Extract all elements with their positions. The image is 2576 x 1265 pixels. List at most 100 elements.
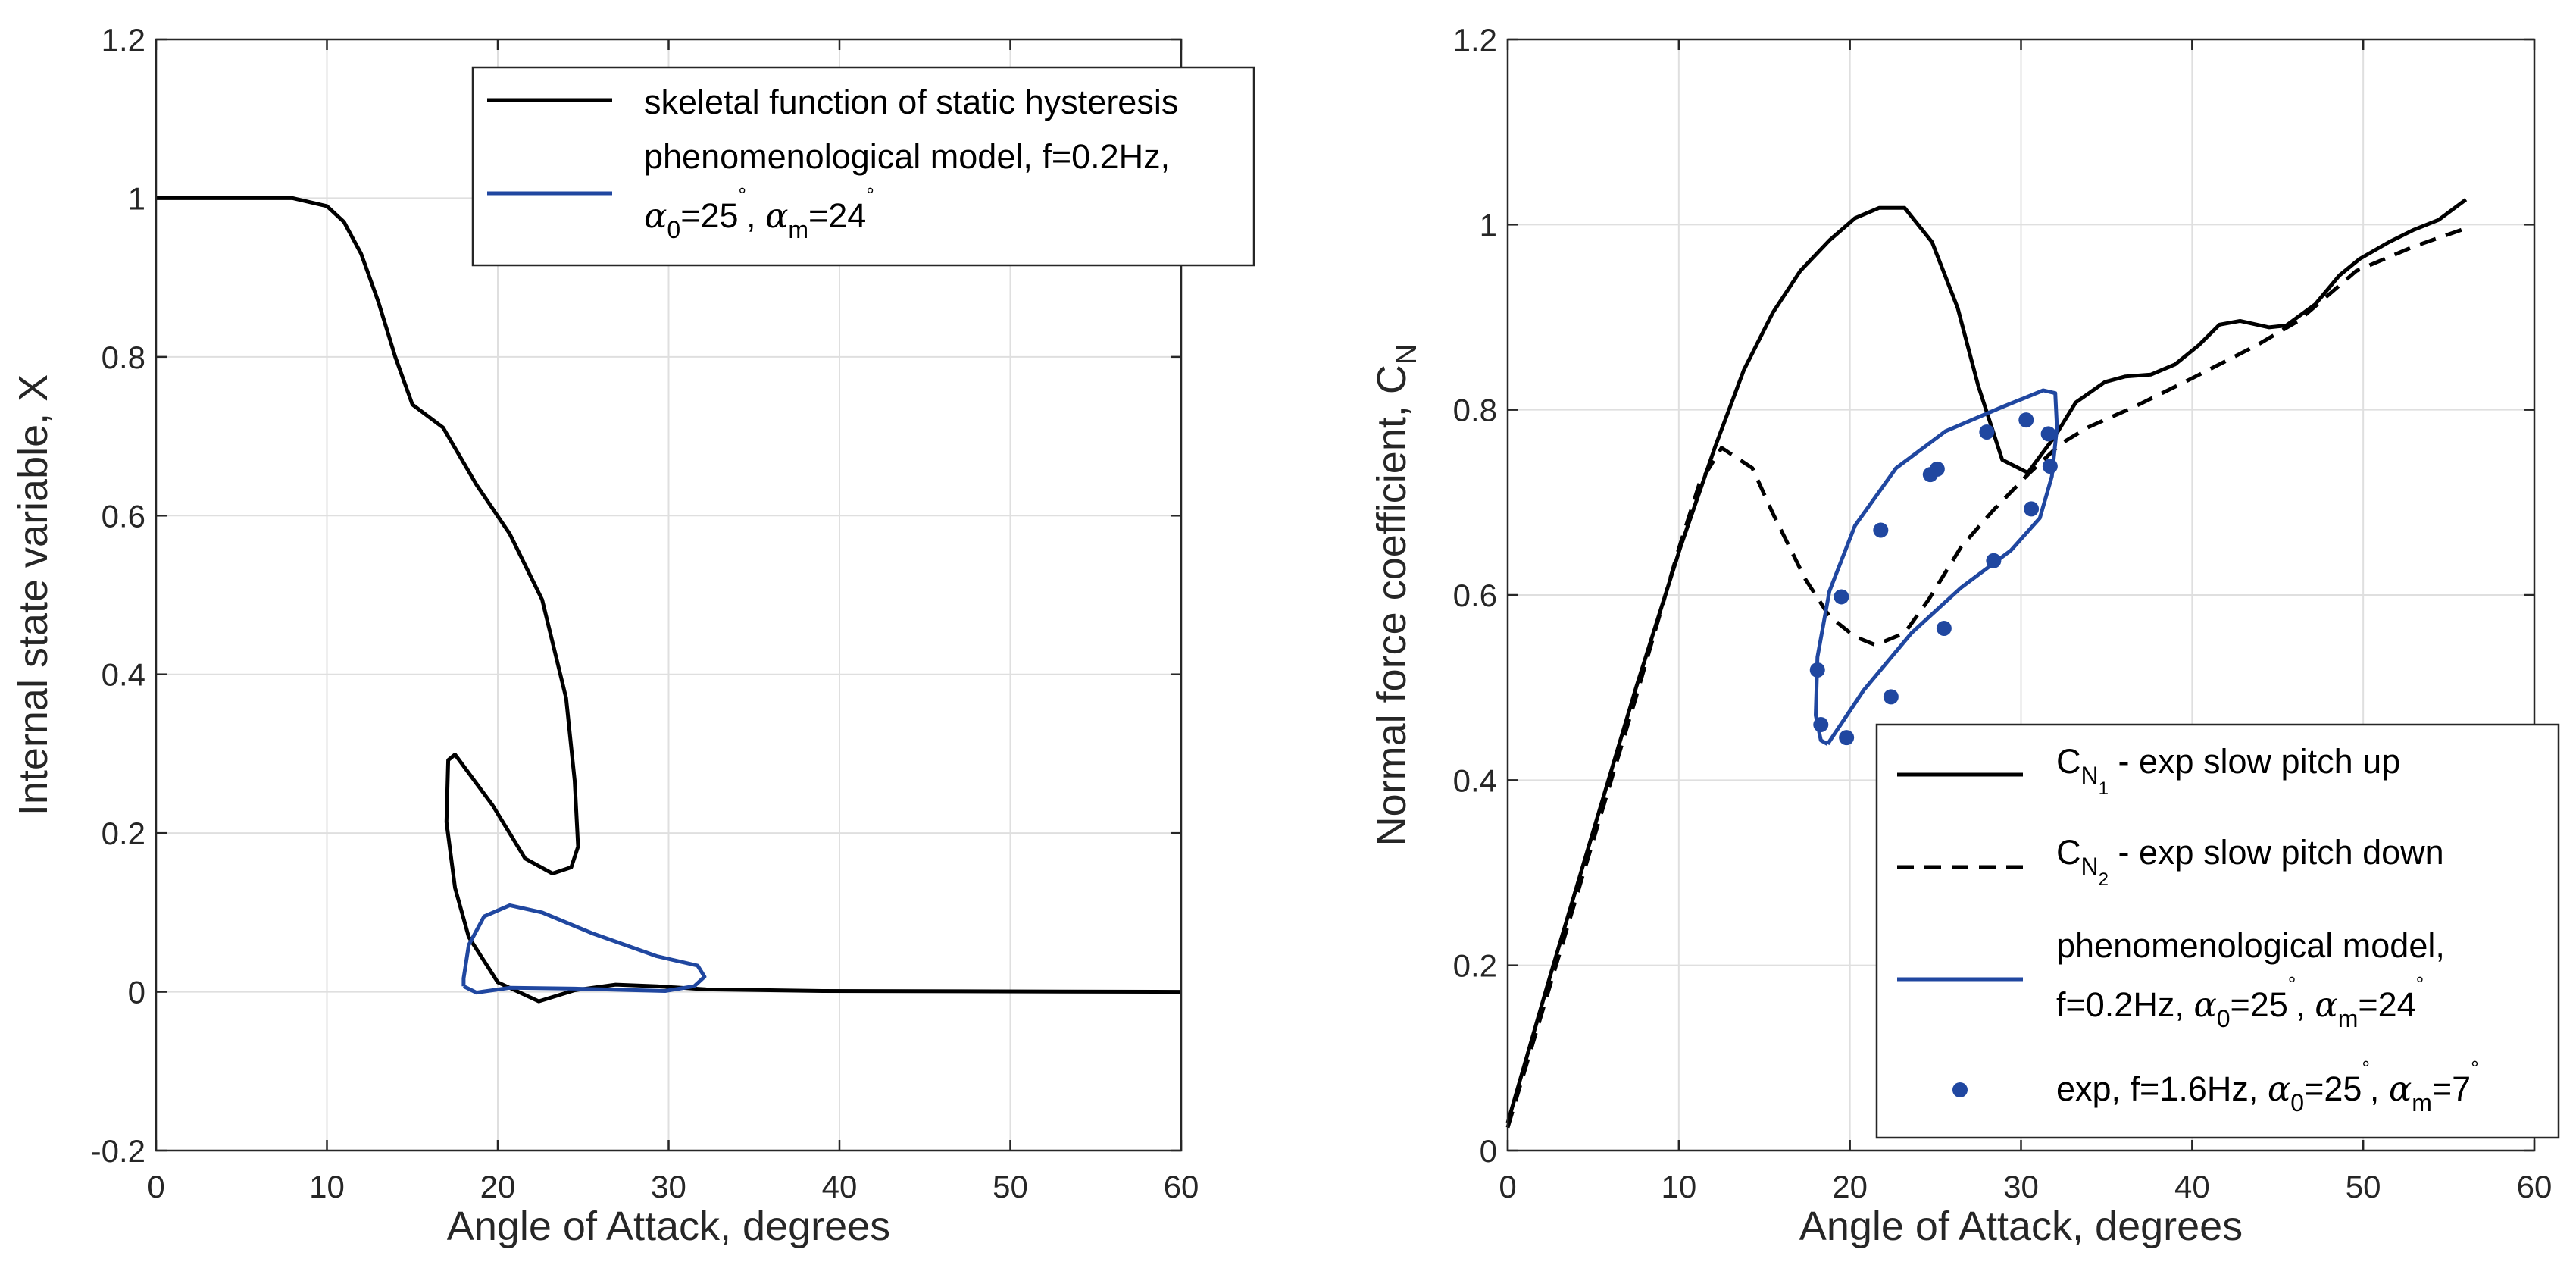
legend-text-segment: α: [2193, 985, 2216, 1025]
legend-text-segment: C: [2056, 742, 2081, 781]
legend-text-segment: C: [2056, 833, 2081, 872]
y-tick-label: 0: [128, 975, 145, 1010]
data-point: [1809, 662, 1825, 678]
y-tick-label: -0.2: [91, 1133, 145, 1169]
legend-entry-text: α0=25°, αm=24°: [644, 183, 874, 243]
legend-text-segment: m: [2412, 1089, 2432, 1116]
legend-text-segment: α: [644, 196, 667, 236]
x-tick-label: 30: [2003, 1169, 2039, 1204]
legend-text-segment: =7: [2432, 1069, 2471, 1108]
data-point: [1839, 730, 1855, 746]
legend-text-segment: ,: [746, 196, 765, 235]
legend-text-segment: f=0.2Hz,: [2056, 985, 2193, 1024]
legend-text-segment: exp, f=1.6Hz,: [2056, 1069, 2268, 1108]
legend-box: [1875, 723, 2560, 1139]
legend-text-segment: 2: [2099, 869, 2109, 890]
legend-text-segment: °: [2362, 1057, 2369, 1079]
x-tick-label: 40: [822, 1169, 858, 1204]
data-point: [2024, 501, 2040, 517]
legend-text-segment: phenomenological model, f=0.2Hz,: [644, 137, 1170, 176]
legend-text-segment: m: [2338, 1005, 2359, 1032]
legend-text-segment: skeletal function of static hysteresis: [644, 83, 1178, 121]
series-line-0: [1505, 198, 2468, 1123]
legend-text-segment: 1: [2099, 778, 2109, 799]
data-point: [1883, 689, 1899, 705]
legend-text-segment: phenomenological model,: [2056, 926, 2445, 965]
data-point: [1979, 424, 1995, 440]
legend-entry-text: phenomenological model,: [2056, 926, 2445, 965]
y-tick-label: 0.4: [102, 657, 145, 693]
x-tick-label: 10: [1661, 1169, 1696, 1204]
y-tick-label: 0.8: [1453, 393, 1497, 428]
axes-box: [155, 38, 1183, 1152]
legend-text-segment: ,: [2370, 1069, 2389, 1108]
y-tick-label: 0.2: [1453, 948, 1497, 984]
legend-text-segment: °: [2288, 972, 2296, 995]
x-tick-label: 10: [309, 1169, 345, 1204]
data-point: [1813, 717, 1829, 733]
series-line-1: [461, 903, 707, 995]
x-tick-label: 20: [480, 1169, 516, 1204]
y-tick-label: 0.6: [1453, 578, 1497, 613]
legend-text-segment: °: [866, 183, 874, 206]
legend-text-segment: α: [765, 196, 788, 236]
x-tick-label: 0: [147, 1169, 164, 1204]
data-point: [1986, 553, 2002, 568]
legend-text-segment: =25: [680, 196, 738, 235]
legend-text-segment: - exp slow pitch up: [2109, 742, 2400, 781]
y-axis-label-main: Internal state variable, X: [11, 374, 56, 816]
series-line-0: [156, 196, 1182, 1004]
y-tick-label: 0.8: [102, 340, 145, 375]
y-tick-label: 1: [128, 180, 145, 216]
legend-text-segment: °: [2471, 1057, 2478, 1079]
y-tick-label: 1.2: [102, 22, 145, 58]
legend-text-segment: α: [2268, 1069, 2290, 1109]
legend-text-segment: °: [2416, 972, 2424, 995]
legend-text-segment: 0: [667, 216, 680, 243]
y-tick-label: 0.6: [102, 498, 145, 534]
legend-text-segment: =25: [2231, 985, 2288, 1024]
x-tick-label: 40: [2174, 1169, 2210, 1204]
legend-marker: [1952, 1082, 1968, 1097]
y-tick-label: 1: [1480, 207, 1497, 243]
legend-entry-text: phenomenological model, f=0.2Hz,: [644, 137, 1170, 176]
x-tick-label: 60: [2517, 1169, 2553, 1204]
y-axis-label-subscript: N: [1391, 344, 1423, 365]
legend-entry-text: f=0.2Hz, α0=25°, αm=24°: [2056, 972, 2424, 1032]
data-point: [1929, 461, 1945, 477]
legend-entry-text: skeletal function of static hysteresis: [644, 83, 1178, 121]
legend-text-segment: - exp slow pitch down: [2109, 833, 2444, 872]
data-point: [2040, 426, 2056, 442]
legend: CN1 - exp slow pitch up CN2 - exp slow pi…: [1875, 723, 2560, 1139]
legend-text-segment: m: [788, 216, 808, 243]
legend-text-segment: ,: [2296, 985, 2315, 1024]
legend-entry-text: CN2 - exp slow pitch down: [2056, 833, 2444, 890]
legend-text-segment: =25: [2304, 1069, 2362, 1108]
legend-text-segment: =24: [808, 196, 866, 235]
chart-internal-state: 0 10 20 30 40 50 60-0.200.20.40.60.811.2Angle …: [11, 22, 1255, 1249]
x-axis-label: Angle of Attack, degrees: [1799, 1204, 2243, 1249]
legend-text-segment: α: [2315, 985, 2337, 1025]
y-tick-label: 0.4: [1453, 762, 1497, 798]
legend-text-segment: °: [739, 183, 746, 206]
legend-text-segment: α: [2389, 1069, 2412, 1109]
legend-entry-text: CN1 - exp slow pitch up: [2056, 742, 2400, 799]
legend-text-segment: =24: [2358, 985, 2415, 1024]
data-point: [1873, 522, 1889, 538]
x-tick-label: 60: [1164, 1169, 1199, 1204]
data-point: [1834, 589, 1849, 605]
legend: skeletal function of static hysteresis ph…: [471, 66, 1255, 267]
series-line-2: [1814, 388, 2059, 746]
legend-entry-text: exp, f=1.6Hz, α0=25°, αm=7°: [2056, 1057, 2479, 1116]
y-axis-label-main: Normal force coefficient, C: [1369, 365, 1415, 846]
x-tick-label: 50: [993, 1169, 1028, 1204]
x-tick-label: 50: [2346, 1169, 2381, 1204]
series-line-1: [1505, 226, 2467, 1129]
x-tick-label: 0: [1499, 1169, 1516, 1204]
y-tick-label: 0: [1480, 1133, 1497, 1169]
axes-box: [1506, 38, 2536, 1152]
x-tick-label: 30: [651, 1169, 686, 1204]
data-point: [1936, 620, 1952, 636]
x-tick-label: 20: [1832, 1169, 1868, 1204]
